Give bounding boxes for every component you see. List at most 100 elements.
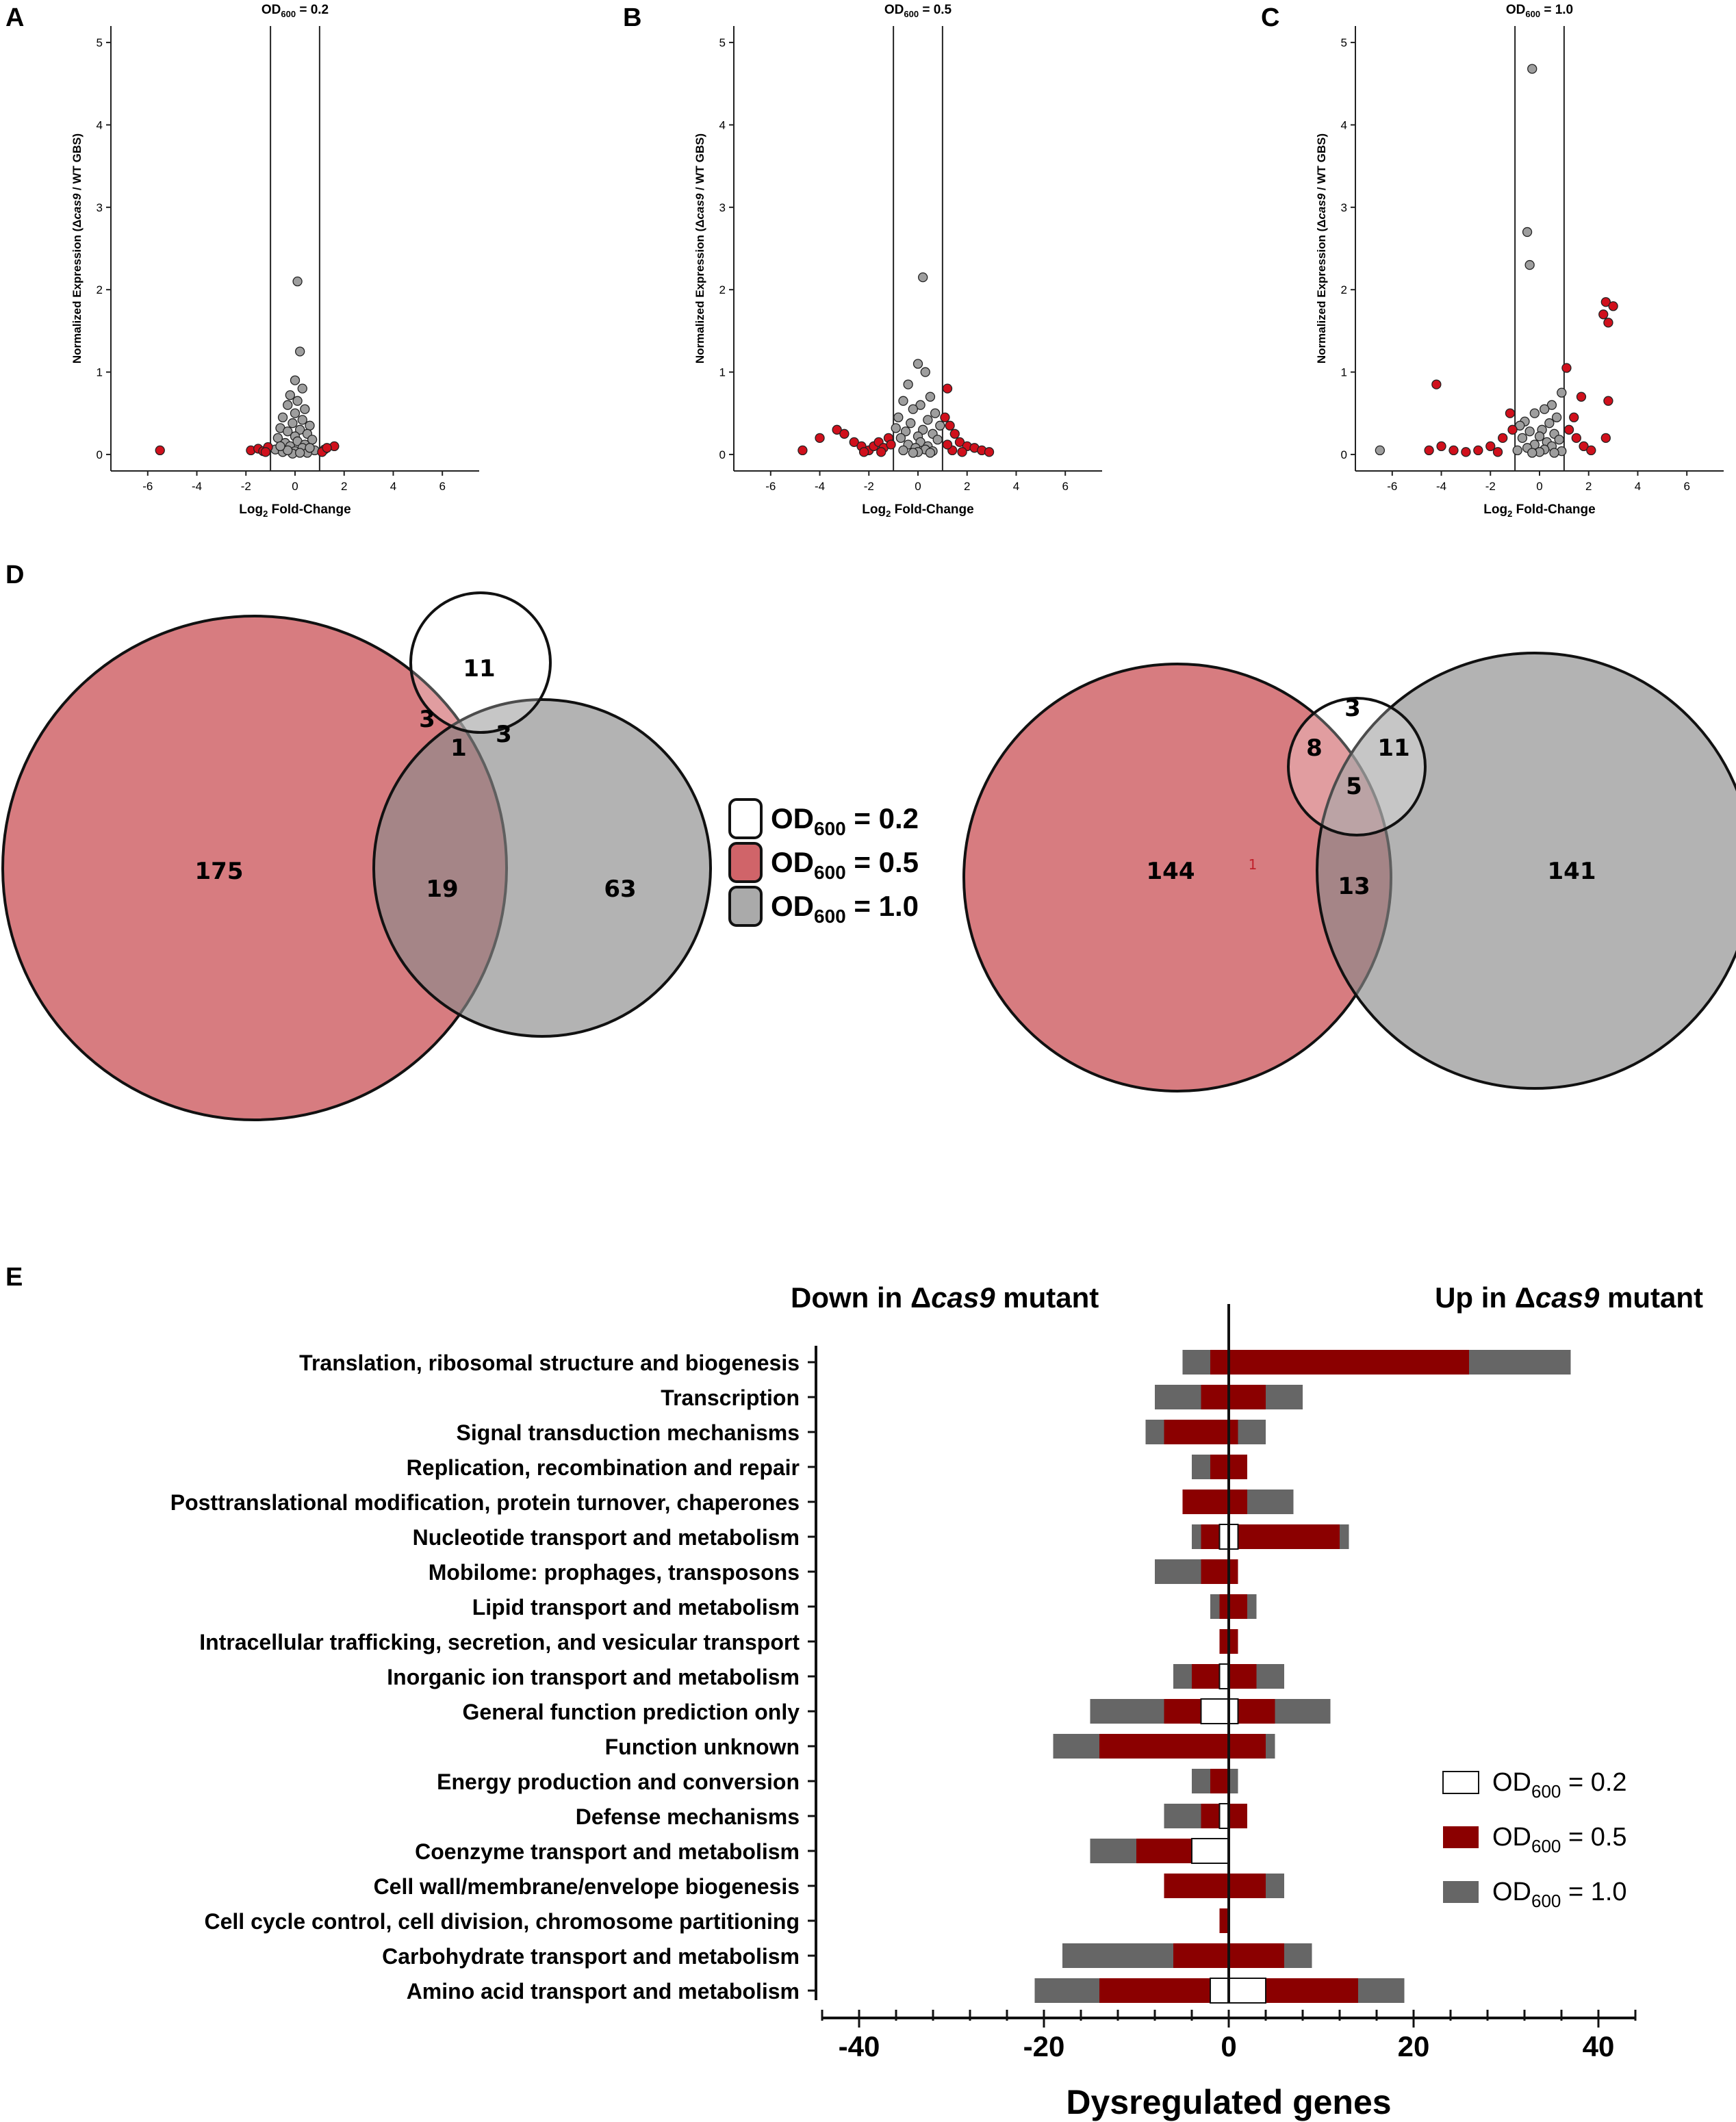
venn-right-only-02: 3 [1344, 695, 1361, 722]
data-point-red [1505, 408, 1516, 418]
bar-up-od05 [1229, 1385, 1266, 1409]
data-point-grey [300, 404, 310, 414]
data-point-grey [285, 390, 295, 400]
data-point-grey [915, 400, 926, 410]
x-tick-label: -6 [765, 480, 776, 493]
y-axis-label: Normalized Expression (Δcas9 / WT GBS) [71, 133, 84, 363]
volcano-plots: 0 1 2 3 4 5 -6 -4 -2 0 2 4 6 OD600 = 0.2 Log2 Fold-Cha… [71, 3, 1724, 519]
bar-up-od05 [1229, 1943, 1284, 1968]
x-tick-label: 0 [1221, 2030, 1236, 2062]
data-point-red [1431, 379, 1442, 389]
volcano-plot-a: 0 1 2 3 4 5 -6 -4 -2 0 2 4 6 OD600 = 0.2 Log2 Fold-Cha… [71, 3, 479, 519]
data-point-grey [920, 367, 930, 377]
x-tick-label: 2 [964, 480, 970, 493]
bar-down-od05 [1173, 1943, 1229, 1968]
x-tick-label: 4 [390, 480, 396, 493]
venn-right-02-05: 8 [1306, 734, 1323, 762]
data-point-red [858, 447, 869, 457]
data-point-grey [297, 383, 307, 394]
data-point-red [322, 443, 332, 453]
data-point-red [1563, 424, 1574, 435]
data-point-grey [1529, 408, 1540, 418]
bar-up-od05 [1229, 1734, 1266, 1759]
data-point-grey [935, 420, 945, 431]
data-point-red [1507, 424, 1518, 435]
x-tick-label: 4 [1635, 480, 1641, 493]
bar-legend-label: OD600 = 1.0 [1492, 1878, 1627, 1911]
x-tick-label: 20 [1398, 2030, 1430, 2062]
y-tick-label: 4 [719, 118, 726, 131]
venn-left-circle-od02 [409, 591, 552, 734]
bar-down-od05 [1210, 1769, 1229, 1793]
data-point-grey [930, 408, 941, 418]
panel-label-b: B [623, 3, 641, 32]
x-tick-label: -2 [864, 480, 874, 493]
venn-left-only-05: 175 [195, 858, 244, 885]
bar-down-od02 [1210, 1978, 1229, 2004]
venn-right-circle-od02 [1287, 697, 1427, 836]
y-axis-label: Normalized Expression (Δcas9 / WT GBS) [693, 133, 706, 363]
data-point-grey [918, 272, 928, 283]
data-point-grey [1527, 64, 1537, 74]
data-point-red [260, 447, 271, 457]
bar-up-od05 [1229, 1594, 1247, 1619]
x-tick-label: 6 [1683, 480, 1689, 493]
data-point-grey [1522, 227, 1533, 238]
data-point-grey [1517, 433, 1528, 444]
y-tick-label: 1 [719, 366, 726, 379]
x-tick-label: 4 [1013, 480, 1019, 493]
data-point-grey [925, 392, 936, 402]
volcano-plot-c: 0 1 2 3 4 5 -6 -4 -2 0 2 4 6 OD600 = 1.0 Log2 Fold-Cha… [1315, 3, 1724, 519]
x-tick-label: 2 [341, 480, 347, 493]
category-label: Inorganic ion transport and metabolism [387, 1665, 800, 1689]
data-point-red [1424, 445, 1434, 456]
category-label: Nucleotide transport and metabolism [413, 1525, 800, 1550]
venn-left-05-10: 19 [426, 875, 458, 903]
x-axis-label: Log2 Fold-Change [239, 502, 350, 519]
x-tick-label: 0 [1536, 480, 1542, 493]
data-point-grey [912, 359, 923, 369]
data-point-grey [1512, 445, 1522, 456]
venn-right-stray: 1 [1249, 856, 1258, 873]
data-point-red [1461, 447, 1471, 457]
bar-up-od05 [1229, 1524, 1340, 1549]
venn-right-02-05-10: 5 [1346, 773, 1362, 800]
bar-chart-e: Translation, ribosomal structure and bio… [170, 1281, 1703, 2121]
x-tick-label: -4 [192, 480, 202, 493]
bar-down-od05 [1182, 1490, 1229, 1514]
venn-left-02-05: 3 [419, 706, 435, 733]
data-point-red [832, 424, 842, 435]
y-tick-label: 0 [97, 448, 103, 461]
data-point-red [815, 433, 825, 444]
x-tick-label: -4 [1436, 480, 1446, 493]
data-point-red [942, 439, 953, 450]
data-point-red [1498, 433, 1508, 444]
data-point-red [1600, 297, 1611, 307]
data-point-red [1569, 412, 1579, 422]
venn-legend-swatch [728, 842, 763, 883]
data-point-red [155, 445, 165, 456]
data-point-grey [908, 448, 918, 458]
x-axis-label: Log2 Fold-Change [862, 502, 973, 519]
venn-legend-label: OD600 = 0.5 [771, 846, 919, 883]
bar-down-od05 [1164, 1420, 1229, 1444]
venn-left-circle-od10 [372, 698, 712, 1038]
panel-label-d: D [5, 561, 24, 589]
data-point-grey [918, 424, 928, 435]
bar-down-od05 [1201, 1385, 1229, 1409]
down-title: Down in Δcas9 mutant [791, 1281, 1099, 1314]
y-tick-label: 0 [719, 448, 726, 461]
y-tick-label: 5 [1341, 36, 1347, 49]
data-point-grey [292, 276, 303, 287]
bar-down-od02 [1200, 1698, 1229, 1724]
bar-up-od05 [1229, 1804, 1247, 1828]
x-axis-title: Dysregulated genes [1066, 2083, 1391, 2121]
bar-down-od05 [1210, 1350, 1229, 1375]
data-point-red [839, 429, 850, 439]
data-point-red [1561, 363, 1572, 373]
data-point-grey [305, 420, 315, 431]
data-point-grey [1544, 418, 1555, 429]
bar-down-od02 [1218, 1663, 1229, 1689]
x-tick-label: 6 [1062, 480, 1068, 493]
venn-right-05-10: 13 [1338, 873, 1370, 900]
